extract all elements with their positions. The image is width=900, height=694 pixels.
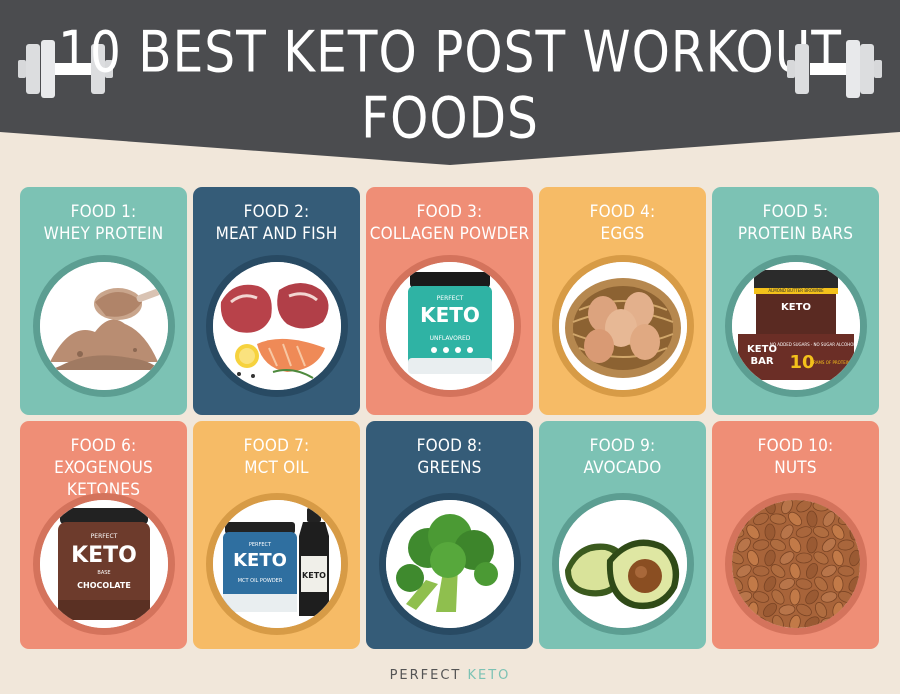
food-card-2: FOOD 2: MEAT AND FISH bbox=[193, 187, 360, 415]
egg-basket-icon bbox=[551, 255, 694, 397]
food-card-label: FOOD 4: EGGS bbox=[539, 201, 706, 245]
food-card-label: FOOD 10: NUTS bbox=[712, 435, 879, 479]
footer-brand: PERFECT KETO bbox=[0, 668, 900, 683]
food-name: AVOCADO bbox=[583, 458, 662, 478]
food-number: FOOD 6: bbox=[70, 436, 137, 456]
mct-oil-bottle-icon: PERFECT KETO MCT OIL POWDER KETO bbox=[205, 493, 348, 635]
food-number: FOOD 2: bbox=[243, 202, 310, 222]
food-card-1: FOOD 1: WHEY PROTEIN bbox=[20, 187, 187, 415]
food-name: PROTEIN BARS bbox=[737, 224, 854, 244]
food-name: EGGS bbox=[600, 224, 645, 244]
collagen-brand-keto: KETO bbox=[420, 303, 480, 327]
bar-claims: NO ADDED SUGARS · NO SUGAR ALCOHOLS bbox=[769, 342, 858, 347]
page-title: 10 BEST KETO POST WORKOUT FOODS bbox=[58, 18, 842, 152]
chocolate-base: BASE bbox=[97, 570, 110, 576]
food-card-9: FOOD 9: AVOCADO bbox=[539, 421, 706, 649]
bar-keto-label: KETO bbox=[747, 344, 777, 355]
food-card-6: FOOD 6: EXOGENOUS KETONES PERFECT KETO B… bbox=[20, 421, 187, 649]
broccoli-icon bbox=[378, 493, 521, 635]
food-card-8: FOOD 8: GREENS bbox=[366, 421, 533, 649]
food-number: FOOD 8: bbox=[416, 436, 483, 456]
protein-powder-scoop-icon bbox=[32, 255, 175, 397]
footer-brand-keto: KETO bbox=[467, 668, 511, 683]
food-card-7: FOOD 7: MCT OIL PERFECT KETO MCT OIL POW… bbox=[193, 421, 360, 649]
bar-protein: GRAMS OF PROTEIN bbox=[810, 360, 850, 365]
avocado-icon bbox=[551, 493, 694, 635]
bar-grams: 10 bbox=[789, 352, 814, 373]
keto-bar-box-icon: ALMOND BUTTER BROWNIE KETO KETO BAR NO A… bbox=[724, 255, 867, 397]
food-number: FOOD 4: bbox=[589, 202, 656, 222]
food-card-label: FOOD 8: GREENS bbox=[366, 435, 533, 479]
food-card-label: FOOD 3: COLLAGEN POWDER bbox=[366, 201, 533, 245]
steak-and-salmon-icon bbox=[205, 255, 348, 397]
food-number: FOOD 9: bbox=[589, 436, 656, 456]
food-card-label: FOOD 6: EXOGENOUS KETONES bbox=[20, 435, 187, 501]
dumbbell-left-icon bbox=[18, 40, 113, 102]
almonds-icon bbox=[724, 493, 867, 635]
header-banner bbox=[0, 0, 900, 165]
food-card-3: FOOD 3: COLLAGEN POWDER PERFECT KETO UNF… bbox=[366, 187, 533, 415]
collagen-brand-top: PERFECT bbox=[436, 295, 463, 302]
chocolate-flavor: CHOCOLATE bbox=[77, 581, 131, 590]
mct-brand-top: PERFECT bbox=[248, 542, 271, 548]
footer-brand-perfect: PERFECT bbox=[389, 668, 468, 683]
collagen-flavor: UNFLAVORED bbox=[429, 335, 470, 342]
svg-text:BAR: BAR bbox=[750, 356, 773, 367]
food-name: COLLAGEN POWDER bbox=[369, 224, 530, 244]
mct-bottle-keto: KETO bbox=[302, 571, 326, 580]
food-name: MEAT AND FISH bbox=[215, 224, 338, 244]
food-name: NUTS bbox=[774, 458, 817, 478]
food-card-label: FOOD 5: PROTEIN BARS bbox=[712, 201, 879, 245]
food-name: MCT OIL bbox=[244, 458, 309, 478]
food-card-5: FOOD 5: PROTEIN BARS ALMOND BUTTER BROWN… bbox=[712, 187, 879, 415]
mct-brand-keto: KETO bbox=[233, 550, 287, 571]
collagen-tub-icon: PERFECT KETO UNFLAVORED bbox=[378, 255, 521, 397]
food-number: FOOD 3: bbox=[416, 202, 483, 222]
food-card-label: FOOD 2: MEAT AND FISH bbox=[193, 201, 360, 245]
food-number: FOOD 1: bbox=[70, 202, 137, 222]
food-grid: FOOD 1: WHEY PROTEIN FOOD 2: MEAT AND FI… bbox=[20, 187, 882, 649]
bar-flavor: ALMOND BUTTER BROWNIE bbox=[768, 288, 824, 293]
food-number: FOOD 5: bbox=[762, 202, 829, 222]
food-card-label: FOOD 9: AVOCADO bbox=[539, 435, 706, 479]
food-card-label: FOOD 1: WHEY PROTEIN bbox=[20, 201, 187, 245]
food-card-10: FOOD 10: NUTS bbox=[712, 421, 879, 649]
food-number: FOOD 7: bbox=[243, 436, 310, 456]
mct-label: MCT OIL POWDER bbox=[237, 578, 282, 584]
food-name: GREENS bbox=[417, 458, 482, 478]
chocolate-keto-tub-icon: PERFECT KETO BASE CHOCOLATE bbox=[32, 493, 175, 635]
dumbbell-right-icon bbox=[787, 40, 882, 102]
food-name: WHEY PROTEIN bbox=[43, 224, 164, 244]
chocolate-brand-top: PERFECT bbox=[90, 533, 117, 540]
chocolate-brand-keto: KETO bbox=[71, 543, 137, 568]
food-card-4: FOOD 4: EGGS bbox=[539, 187, 706, 415]
food-card-label: FOOD 7: MCT OIL bbox=[193, 435, 360, 479]
bar-keto-top: KETO bbox=[781, 302, 811, 313]
food-number: FOOD 10: bbox=[757, 436, 834, 456]
